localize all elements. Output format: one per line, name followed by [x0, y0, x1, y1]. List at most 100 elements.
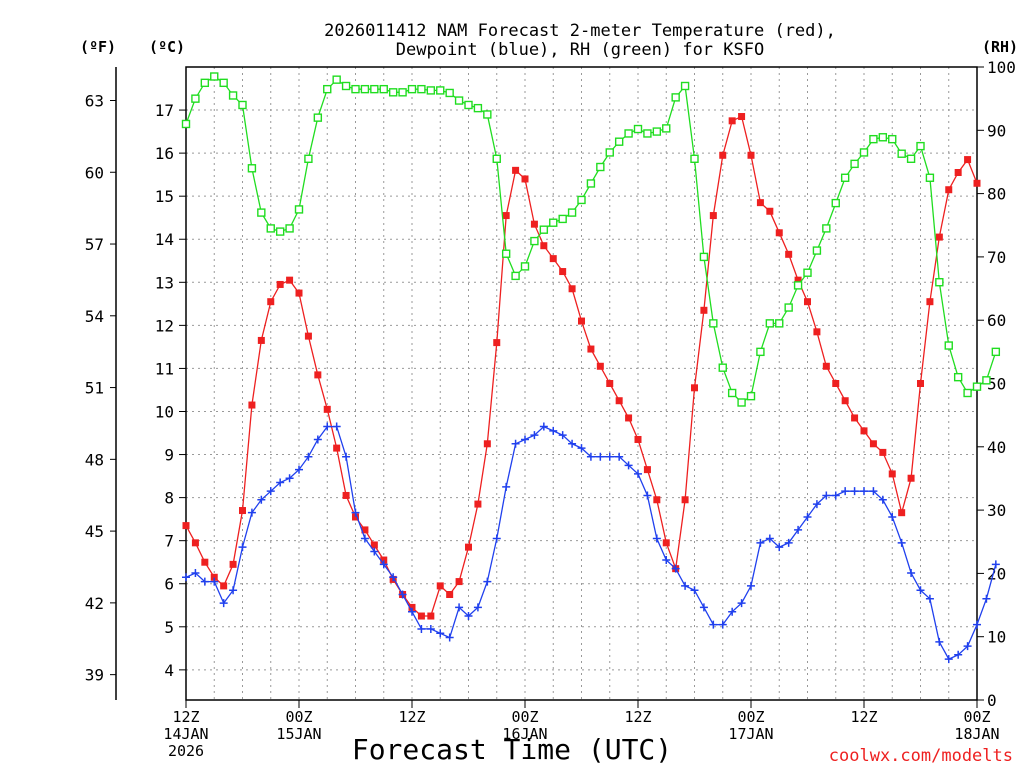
- relative-humidity-point: [388, 88, 398, 97]
- dewpoint-point: [483, 577, 492, 586]
- dewpoint-point: [389, 573, 398, 582]
- celsius-tick-label: 17: [155, 101, 174, 120]
- relative-humidity-point: [690, 154, 699, 163]
- dewpoint-point: [784, 538, 793, 547]
- dewpoint-point: [408, 607, 416, 616]
- dewpoint-point: [549, 426, 558, 435]
- temperature-point: [615, 397, 623, 405]
- dewpoint-point: [907, 568, 916, 577]
- temperature-point: [841, 397, 849, 405]
- x-tick-label: 17JAN: [728, 725, 773, 743]
- dewpoint-point: [850, 487, 859, 496]
- relative-humidity-point: [257, 208, 266, 217]
- relative-humidity-point: [370, 84, 379, 94]
- relative-humidity-point: [680, 81, 690, 91]
- relative-humidity-point: [426, 86, 436, 95]
- relative-humidity-point: [709, 319, 718, 328]
- dewpoint-point: [445, 633, 454, 642]
- dewpoint-point: [492, 534, 501, 543]
- dewpoint-point: [596, 452, 605, 461]
- temperature-point: [596, 362, 604, 370]
- temperature-point: [276, 280, 284, 288]
- x-tick-label: 12Z: [398, 708, 425, 726]
- temperature-point: [954, 169, 962, 176]
- temperature-point: [756, 199, 764, 207]
- fahrenheit-tick-label: 48: [85, 450, 104, 469]
- dewpoint-point: [351, 508, 360, 517]
- dewpoint-point: [464, 612, 473, 621]
- dewpoint-point: [869, 487, 878, 496]
- fahrenheit-tick-label: 60: [85, 163, 104, 182]
- x-tick-label: 00Z: [511, 708, 538, 726]
- temperature-point: [540, 242, 548, 250]
- dewpoint-point: [643, 491, 652, 500]
- dewpoint-point: [615, 452, 624, 461]
- rh-tick-label: 50: [987, 375, 1006, 394]
- celsius-tick-label: 15: [155, 187, 174, 206]
- temperature-point: [493, 339, 501, 347]
- temperature-point: [634, 435, 642, 443]
- celsius-tick-label: 7: [164, 532, 174, 551]
- relative-humidity-point: [878, 133, 888, 142]
- dewpoint-point: [822, 491, 831, 500]
- temperature-point: [512, 166, 520, 174]
- temperature-point: [530, 220, 538, 228]
- dewpoint-point: [577, 444, 586, 453]
- relative-humidity-point: [501, 249, 511, 258]
- relative-humidity-point: [822, 224, 831, 233]
- relative-humidity-point: [897, 149, 906, 158]
- relative-humidity-point: [963, 388, 972, 398]
- celsius-tick-label: 6: [164, 575, 174, 594]
- temperature-point: [578, 317, 585, 325]
- temperature-point: [766, 207, 774, 215]
- temperature-point: [182, 522, 190, 530]
- temperature-point: [323, 405, 331, 413]
- temperature-point: [342, 491, 350, 499]
- relative-humidity-point: [756, 347, 765, 357]
- temperature-point: [917, 380, 924, 387]
- relative-humidity-point: [925, 173, 935, 182]
- dewpoint-point: [200, 577, 209, 586]
- dewpoint-point: [323, 422, 332, 431]
- temperature-point: [370, 541, 378, 549]
- dewpoint-point: [634, 469, 642, 478]
- x-tick-label: 14JAN: [163, 725, 208, 743]
- relative-humidity-point: [323, 84, 332, 94]
- relative-humidity-point: [398, 88, 407, 97]
- dewpoint-point: [963, 642, 972, 651]
- x-tick-label: 12Z: [624, 708, 651, 726]
- dewpoint-point: [944, 655, 953, 664]
- temperature-point: [681, 496, 689, 504]
- temperature-point: [239, 507, 246, 515]
- relative-humidity-point: [483, 110, 492, 119]
- relative-humidity-point: [605, 148, 614, 157]
- dewpoint-point: [266, 487, 275, 496]
- x-tick-label: 00Z: [285, 708, 312, 726]
- relative-humidity-point: [624, 129, 633, 138]
- temperature-point: [747, 151, 755, 159]
- dewpoint-point: [916, 586, 925, 595]
- relative-humidity-point: [417, 84, 426, 94]
- temperature-point: [804, 298, 811, 306]
- relative-humidity-point: [859, 148, 869, 157]
- temperature-point: [333, 444, 341, 452]
- relative-humidity-point: [812, 246, 822, 255]
- temperature-point: [267, 298, 275, 306]
- temperature-point: [879, 448, 887, 456]
- relative-humidity-point: [793, 281, 803, 290]
- temperature-point: [304, 332, 312, 340]
- celsius-tick-label: 9: [164, 446, 174, 465]
- dewpoint-point: [257, 495, 266, 504]
- x-tick-label: 12Z: [850, 708, 877, 726]
- dewpoint-point: [812, 500, 821, 509]
- relative-humidity-point: [445, 88, 454, 98]
- relative-humidity-point: [341, 81, 351, 91]
- dewpoint-point: [803, 512, 812, 521]
- relative-humidity-point: [511, 271, 520, 281]
- relative-humidity-point: [294, 205, 304, 214]
- relative-humidity-point: [577, 195, 586, 205]
- temperature-point: [286, 276, 294, 284]
- temperature-point: [257, 336, 265, 344]
- celsius-tick-label: 14: [155, 230, 174, 249]
- temperature-point: [813, 328, 821, 336]
